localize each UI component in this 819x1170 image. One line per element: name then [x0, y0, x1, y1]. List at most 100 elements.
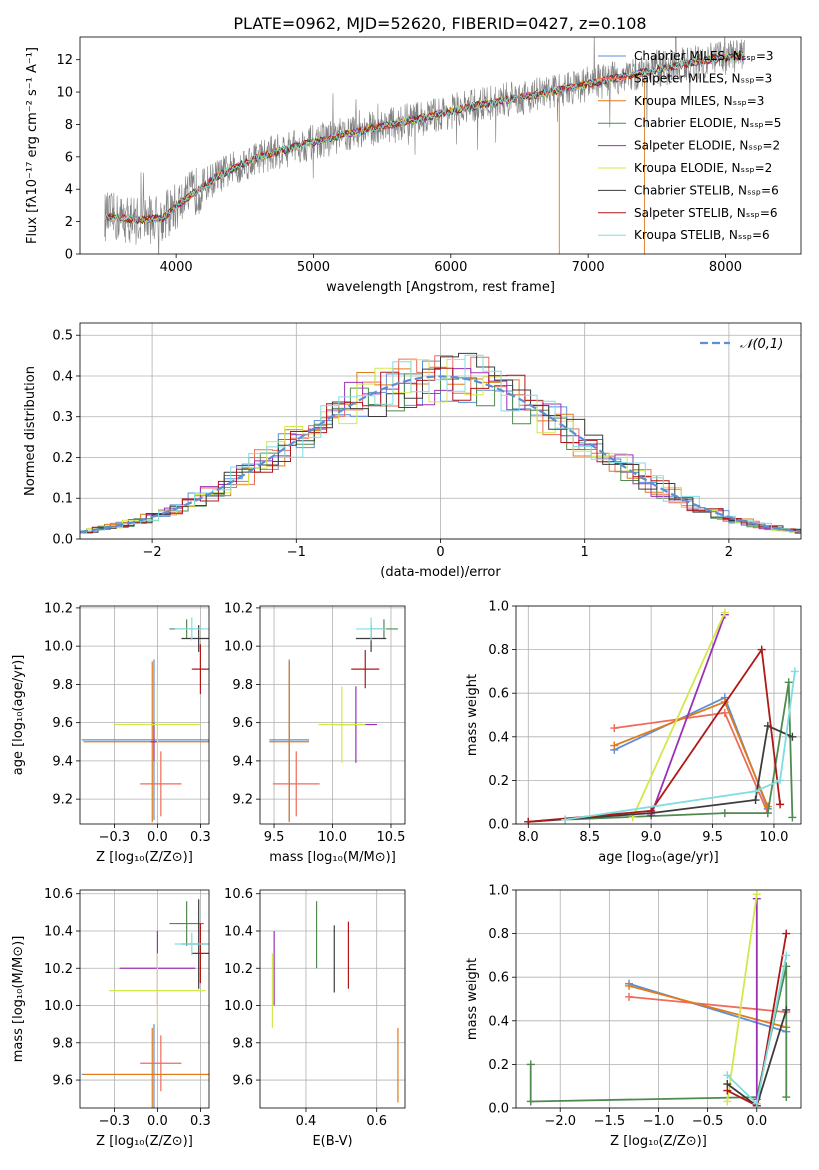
residual-histogram — [80, 367, 801, 534]
x-tick-label: −1 — [287, 545, 306, 560]
legend-label: Kroupa ELODIE, Nₛₛₚ=2 — [634, 161, 772, 175]
age_weight-plot-area — [524, 608, 799, 824]
weight-marker — [751, 787, 760, 796]
y-tick-label: 10.0 — [44, 640, 73, 655]
legend-label: Chabrier STELIB, Nₛₛₚ=6 — [634, 183, 779, 197]
weight-marker — [526, 1060, 535, 1069]
y-tick-label: 9.6 — [52, 1074, 73, 1089]
observed-spectrum-line — [104, 37, 745, 254]
weight-marker — [752, 890, 761, 899]
axes-frame — [515, 889, 802, 1109]
y-tick-label: 9.2 — [52, 793, 73, 808]
y-tick-label: 0.4 — [488, 1014, 509, 1029]
y-tick-label: 10.4 — [44, 924, 73, 939]
axes-frame — [79, 605, 210, 825]
y-tick-label: 0.8 — [488, 643, 509, 658]
weight-marker — [776, 776, 785, 785]
y-tick-label: 10.6 — [44, 887, 73, 902]
weight-marker — [788, 732, 797, 741]
y-tick-label: 1.0 — [488, 600, 509, 615]
z_weight-panel: −2.0 −1.5 −1.0 −0.5 0.0 0.0 0.2 0.4 0.6 0.8 1.0 Z [… — [465, 884, 802, 1149]
y-tick-label: 0.6 — [488, 687, 509, 702]
y-tick-label: 10.0 — [224, 640, 253, 655]
y-tick-label: 0.4 — [488, 730, 509, 745]
x-tick-label: 0 — [436, 545, 444, 560]
y-tick-label: 0.0 — [488, 818, 509, 833]
weight-marker — [790, 667, 799, 676]
x-tick-label: −2.0 — [544, 1114, 576, 1129]
x-tick-label: 8.5 — [579, 830, 600, 845]
y-tick-label: 10.0 — [44, 999, 73, 1014]
x-axis-label: age [log₁₀(age/yr)] — [598, 850, 719, 865]
weight-marker — [751, 796, 760, 805]
weight-marker — [720, 608, 729, 617]
weight-series-line — [650, 614, 726, 816]
weight-marker — [720, 708, 729, 717]
x-tick-label: 10.0 — [759, 830, 788, 845]
y-axis-label: age [log₁₀(age/yr)] — [11, 655, 26, 776]
y-tick-label: 4 — [65, 183, 73, 198]
y-tick-label: 9.6 — [52, 716, 73, 731]
z_mass-panel: −0.3 0.0 0.3 9.6 9.8 10.0 10.2 10.4 10.6 Z [log₁₀… — [11, 887, 211, 1149]
weight-marker — [757, 645, 766, 654]
weight-series-line — [631, 612, 726, 818]
x-tick-label: 4000 — [160, 260, 193, 275]
y-axis-label: mass weight — [465, 674, 480, 756]
legend-label: Salpeter ELODIE, Nₛₛₚ=2 — [634, 139, 780, 153]
y-axis-label: mass [log₁₀(M/M⊙)] — [11, 936, 26, 1063]
y-tick-label: 0.8 — [488, 927, 509, 942]
y-tick-label: 10.2 — [44, 601, 73, 616]
y-axis-label: mass weight — [465, 958, 480, 1040]
y-tick-label: 0.4 — [52, 369, 73, 384]
axes-frame — [79, 889, 210, 1109]
y-tick-label: 2 — [65, 215, 73, 230]
y-tick-label: 8 — [65, 118, 73, 133]
z_age-plot-area — [81, 617, 209, 823]
weight-marker — [782, 1005, 791, 1014]
x-tick-label: 9.0 — [641, 830, 662, 845]
x-tick-label: 0.0 — [147, 830, 168, 845]
x-tick-label: 8000 — [709, 260, 742, 275]
y-tick-label: 10 — [56, 86, 73, 101]
axes-frame — [259, 889, 406, 1109]
spectrum-panel: 4000 5000 6000 7000 8000 0 2 4 6 8 10 12 wavelength … — [25, 36, 802, 295]
axes-frame — [79, 36, 802, 255]
mass_age-panel: 9.5 10.0 10.5 9.2 9.4 9.6 9.8 10.0 10.2 mass [log… — [224, 601, 405, 865]
y-tick-label: 10.0 — [224, 999, 253, 1014]
legend-label: Chabrier ELODIE, Nₛₛₚ=5 — [634, 116, 781, 130]
model-spectrum-line — [104, 52, 745, 226]
weight-marker — [610, 724, 619, 733]
x-tick-label: 0.0 — [746, 1114, 767, 1129]
weight-series-line — [565, 682, 794, 821]
y-tick-label: 0.6 — [488, 971, 509, 986]
z_mass-plot-area — [81, 899, 209, 1108]
y-tick-label: 0 — [65, 248, 73, 263]
weight-marker — [776, 800, 785, 809]
x-tick-label: 10.5 — [376, 830, 405, 845]
x-axis-label: Z [log₁₀(Z/Z⊙)] — [610, 1134, 707, 1149]
y-tick-label: 9.8 — [232, 678, 253, 693]
weight-marker — [782, 951, 791, 960]
y-tick-label: 0.5 — [52, 329, 73, 344]
weight-marker — [610, 741, 619, 750]
legend-label: Kroupa MILES, Nₛₛₚ=3 — [634, 94, 764, 108]
x-tick-label: 1 — [581, 545, 589, 560]
x-tick-label: −0.5 — [692, 1114, 724, 1129]
ebv_mass-panel: 0.4 0.6 9.6 9.8 10.0 10.2 10.4 10.6 E(B-V) — [224, 887, 406, 1149]
y-tick-label: 9.4 — [232, 754, 253, 769]
weight-marker — [625, 992, 634, 1001]
y-tick-label: 10.4 — [224, 924, 253, 939]
y-tick-label: 9.6 — [232, 716, 253, 731]
x-axis-label: mass [log₁₀(M/M⊙)] — [269, 850, 396, 865]
y-tick-label: 10.2 — [224, 601, 253, 616]
y-tick-label: 10.2 — [224, 962, 253, 977]
residuals-panel: −2 −1 0 1 2 0.0 0.1 0.2 0.3 0.4 0.5 (data-model)/er… — [23, 322, 802, 580]
x-tick-label: −1.5 — [594, 1114, 626, 1129]
x-tick-label: −1.0 — [643, 1114, 675, 1129]
weight-marker — [782, 1093, 791, 1102]
weight-marker — [784, 678, 793, 687]
axes-frame — [515, 605, 802, 825]
weight-marker — [720, 809, 729, 818]
y-tick-label: 10.2 — [44, 962, 73, 977]
